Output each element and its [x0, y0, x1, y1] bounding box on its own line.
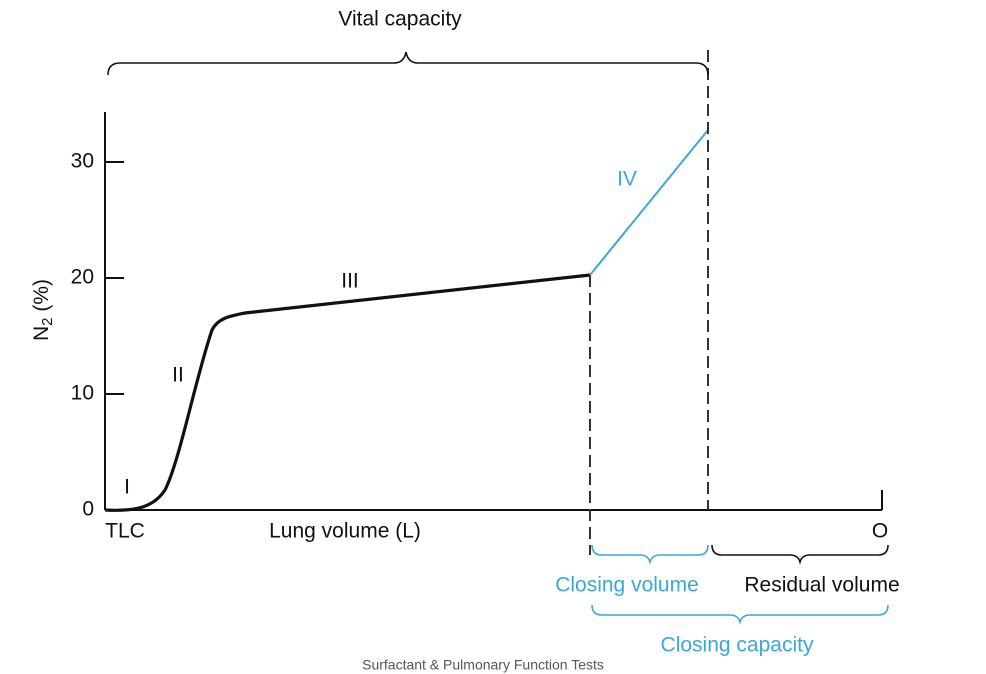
residual-volume-brace	[711, 544, 889, 565]
phase-label: III	[341, 270, 359, 293]
residual-volume-label: Residual volume	[744, 574, 899, 597]
closing-capacity-brace	[591, 604, 889, 625]
closing-volume-brace	[591, 544, 709, 565]
y-tick-label: 20	[71, 266, 94, 289]
phase-iv-line	[589, 129, 709, 276]
y-axis-label: N2 (%)	[30, 279, 56, 341]
x-start-label: TLC	[105, 520, 145, 543]
closing-volume-label: Closing volume	[555, 574, 699, 597]
y-tick-label: 10	[71, 382, 94, 405]
x-axis-label: Lung volume (L)	[269, 520, 421, 543]
y-tick-label: 0	[82, 498, 94, 521]
footer: Surfactant & Pulmonary Function Tests	[362, 657, 604, 673]
closing-capacity-label: Closing capacity	[661, 634, 814, 657]
phase-label: IV	[617, 168, 637, 191]
phase-label: I	[124, 476, 130, 499]
title: Vital capacity	[338, 8, 462, 31]
vital-capacity-brace	[107, 51, 709, 76]
y-tick-label: 30	[71, 150, 94, 173]
washout-curve	[104, 273, 591, 512]
x-end-label: O	[872, 520, 888, 543]
phase-label: II	[172, 364, 184, 387]
